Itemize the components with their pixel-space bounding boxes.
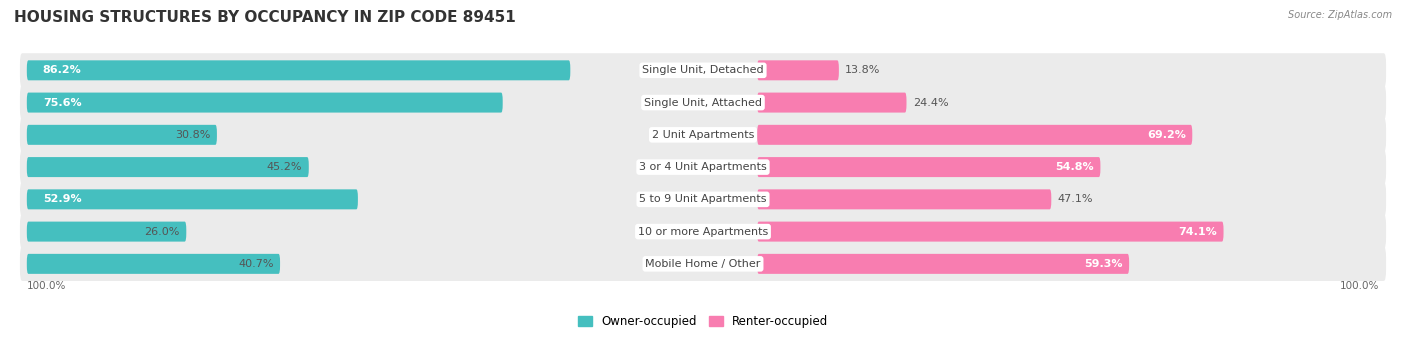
Text: 86.2%: 86.2% <box>42 65 82 75</box>
Text: 2 Unit Apartments: 2 Unit Apartments <box>652 130 754 140</box>
Text: 30.8%: 30.8% <box>176 130 211 140</box>
Text: 54.8%: 54.8% <box>1056 162 1094 172</box>
Text: Mobile Home / Other: Mobile Home / Other <box>645 259 761 269</box>
Text: Single Unit, Attached: Single Unit, Attached <box>644 98 762 107</box>
Text: 45.2%: 45.2% <box>267 162 302 172</box>
FancyBboxPatch shape <box>758 92 907 113</box>
Text: 52.9%: 52.9% <box>42 194 82 204</box>
Text: 13.8%: 13.8% <box>845 65 880 75</box>
Text: 5 to 9 Unit Apartments: 5 to 9 Unit Apartments <box>640 194 766 204</box>
Text: 100.0%: 100.0% <box>27 281 66 291</box>
Text: 10 or more Apartments: 10 or more Apartments <box>638 227 768 237</box>
FancyBboxPatch shape <box>27 125 217 145</box>
FancyBboxPatch shape <box>758 189 1052 209</box>
FancyBboxPatch shape <box>27 189 359 209</box>
Text: Single Unit, Detached: Single Unit, Detached <box>643 65 763 75</box>
FancyBboxPatch shape <box>27 157 309 177</box>
Text: 40.7%: 40.7% <box>238 259 274 269</box>
FancyBboxPatch shape <box>758 222 1223 242</box>
FancyBboxPatch shape <box>27 222 186 242</box>
FancyBboxPatch shape <box>27 254 280 274</box>
Legend: Owner-occupied, Renter-occupied: Owner-occupied, Renter-occupied <box>572 311 834 333</box>
FancyBboxPatch shape <box>20 53 1386 87</box>
Text: 3 or 4 Unit Apartments: 3 or 4 Unit Apartments <box>640 162 766 172</box>
FancyBboxPatch shape <box>758 125 1192 145</box>
Text: HOUSING STRUCTURES BY OCCUPANCY IN ZIP CODE 89451: HOUSING STRUCTURES BY OCCUPANCY IN ZIP C… <box>14 10 516 25</box>
FancyBboxPatch shape <box>758 157 1101 177</box>
FancyBboxPatch shape <box>758 254 1129 274</box>
FancyBboxPatch shape <box>20 214 1386 249</box>
Text: 74.1%: 74.1% <box>1178 227 1218 237</box>
Text: 59.3%: 59.3% <box>1084 259 1123 269</box>
Text: 47.1%: 47.1% <box>1057 194 1094 204</box>
Text: Source: ZipAtlas.com: Source: ZipAtlas.com <box>1288 10 1392 20</box>
Text: 75.6%: 75.6% <box>42 98 82 107</box>
Text: 26.0%: 26.0% <box>145 227 180 237</box>
FancyBboxPatch shape <box>20 247 1386 281</box>
FancyBboxPatch shape <box>20 150 1386 184</box>
Text: 69.2%: 69.2% <box>1147 130 1185 140</box>
FancyBboxPatch shape <box>20 182 1386 217</box>
FancyBboxPatch shape <box>27 92 503 113</box>
FancyBboxPatch shape <box>27 60 571 80</box>
Text: 24.4%: 24.4% <box>912 98 949 107</box>
FancyBboxPatch shape <box>20 118 1386 152</box>
Text: 100.0%: 100.0% <box>1340 281 1379 291</box>
FancyBboxPatch shape <box>20 86 1386 120</box>
FancyBboxPatch shape <box>758 60 839 80</box>
